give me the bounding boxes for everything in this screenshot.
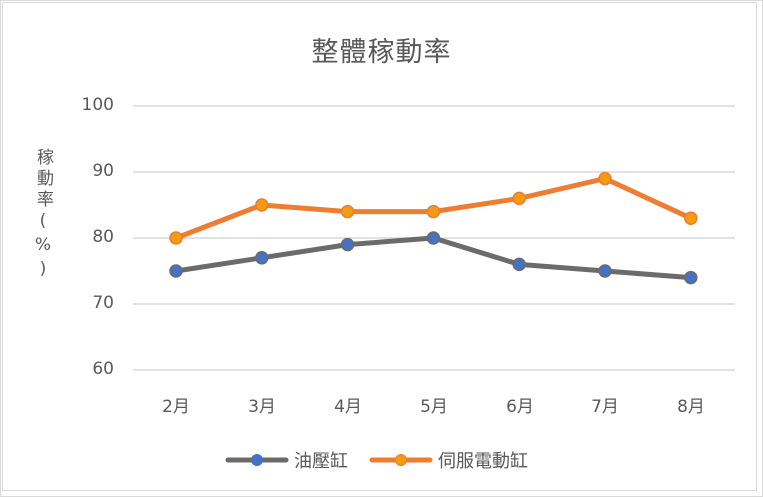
data-point-marker[interactable]	[255, 251, 269, 265]
data-point-marker[interactable]	[255, 198, 269, 212]
data-point-marker[interactable]	[684, 270, 698, 285]
x-tick-mar: 3月	[248, 397, 276, 417]
x-tick-jun: 6月	[506, 397, 534, 417]
data-point-marker[interactable]	[340, 237, 355, 252]
series-hydraulic	[169, 231, 698, 285]
legend-item-servo[interactable]: 伺服電動缸	[368, 447, 528, 473]
y-tick-70: 70	[92, 293, 114, 313]
y-tick-60: 60	[92, 359, 114, 379]
legend: 油壓缸 伺服電動缸	[224, 447, 548, 473]
legend-label-hydraulic: 油壓缸	[294, 451, 348, 472]
data-point-marker[interactable]	[426, 204, 441, 219]
legend-label-servo: 伺服電動缸	[438, 451, 528, 472]
data-point-marker[interactable]	[340, 204, 355, 219]
data-point-marker[interactable]	[512, 191, 526, 206]
x-tick-feb: 2月	[162, 397, 190, 417]
legend-line-marker-icon	[225, 454, 289, 466]
x-tick-aug: 8月	[677, 397, 705, 417]
x-tick-apr: 4月	[334, 397, 362, 417]
legend-line-marker-icon	[369, 454, 433, 466]
x-tick-jul: 7月	[591, 397, 619, 417]
y-axis-label: 稼動率(%)	[33, 148, 53, 283]
chart-area	[2, 2, 757, 491]
data-point-marker[interactable]	[512, 257, 526, 272]
chart-title: 整體稼動率	[311, 37, 452, 68]
data-point-marker[interactable]	[169, 264, 183, 278]
data-point-marker[interactable]	[684, 211, 698, 225]
series-layer	[169, 171, 698, 285]
series-servo	[169, 171, 698, 245]
x-tick-may: 5月	[420, 397, 448, 417]
y-tick-90: 90	[92, 161, 114, 181]
data-point-marker[interactable]	[598, 264, 612, 278]
legend-item-hydraulic[interactable]: 油壓缸	[224, 447, 348, 473]
y-tick-80: 80	[92, 227, 114, 247]
y-tick-100: 100	[81, 95, 114, 115]
data-point-marker[interactable]	[598, 171, 612, 186]
data-point-marker[interactable]	[426, 231, 441, 245]
data-point-marker[interactable]	[169, 231, 183, 245]
